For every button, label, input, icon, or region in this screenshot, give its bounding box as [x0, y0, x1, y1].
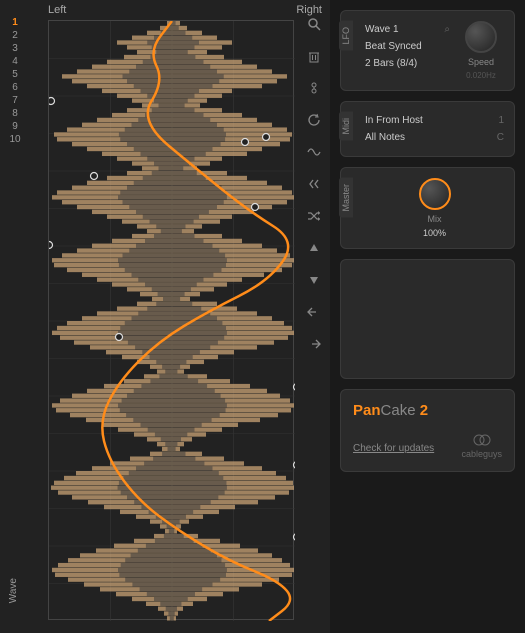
waveform-editor[interactable] — [48, 20, 294, 620]
wave-slot-9[interactable]: 9 — [0, 120, 30, 133]
chevrons-icon[interactable] — [306, 176, 322, 192]
wave-slot-4[interactable]: 4 — [0, 55, 30, 68]
wave-slot-6[interactable]: 6 — [0, 81, 30, 94]
wave-sine-icon[interactable] — [306, 144, 322, 160]
triangle-up-icon[interactable] — [306, 240, 322, 256]
speed-value: 0.020Hz — [458, 71, 504, 80]
curve-node[interactable] — [294, 462, 296, 469]
curve-node[interactable] — [263, 134, 270, 141]
speed-knob[interactable] — [465, 21, 497, 53]
check-updates-link[interactable]: Check for updates — [353, 443, 434, 454]
shuffle-icon[interactable] — [306, 208, 322, 224]
mix-knob[interactable] — [419, 178, 451, 210]
wave-vertical-label: Wave — [8, 578, 19, 603]
mix-label: Mix — [365, 214, 504, 224]
curve-node[interactable] — [294, 384, 296, 391]
wave-slot-10[interactable]: 10 — [0, 133, 30, 146]
search-icon[interactable]: ⌕ — [444, 24, 450, 35]
lfo-wave[interactable]: Wave 1 — [365, 24, 399, 35]
midi-input-val: 1 — [498, 115, 504, 126]
wave-slot-1[interactable]: 1 — [0, 16, 30, 29]
wave-slot-2[interactable]: 2 — [0, 29, 30, 42]
curve-node[interactable] — [116, 334, 123, 341]
curve-node[interactable] — [91, 173, 98, 180]
empty-panel — [340, 259, 515, 379]
midi-notes[interactable]: All Notes — [365, 132, 405, 143]
master-panel: Master Mix 100% — [340, 167, 515, 249]
midi-notes-val: C — [497, 132, 504, 143]
wave-slot-7[interactable]: 7 — [0, 94, 30, 107]
curve-node[interactable] — [252, 204, 259, 211]
mix-value: 100% — [365, 228, 504, 238]
wave-slot-5[interactable]: 5 — [0, 68, 30, 81]
left-label: Left — [48, 4, 66, 16]
wave-slot-3[interactable]: 3 — [0, 42, 30, 55]
lfo-bars[interactable]: 2 Bars (8/4) — [365, 58, 417, 69]
midi-input[interactable]: In From Host — [365, 115, 423, 126]
company-logo: cableguys — [461, 433, 502, 459]
triangle-down-icon[interactable] — [306, 272, 322, 288]
undo-icon[interactable] — [306, 304, 322, 320]
lfo-sync[interactable]: Beat Synced — [365, 41, 422, 52]
trash-icon[interactable] — [306, 48, 322, 64]
curve-node[interactable] — [49, 242, 53, 249]
midi-panel: Midi In From Host 1 All Notes C — [340, 101, 515, 157]
product-name: PanCake 2 — [353, 402, 502, 419]
lfo-panel: LFO Wave 1 ⌕ Beat Synced 2 Bars (8/4) Spe… — [340, 10, 515, 91]
curve-node[interactable] — [49, 98, 55, 105]
midi-tab: Midi — [339, 112, 353, 141]
redo-icon[interactable] — [306, 336, 322, 352]
curve-node[interactable] — [242, 139, 249, 146]
refresh-icon[interactable] — [306, 112, 322, 128]
curve-node[interactable] — [294, 534, 296, 541]
wave-slot-8[interactable]: 8 — [0, 107, 30, 120]
link-icon[interactable] — [306, 80, 322, 96]
lfo-tab: LFO — [339, 21, 353, 51]
zoom-icon[interactable] — [306, 16, 322, 32]
master-tab: Master — [339, 178, 353, 218]
right-label: Right — [296, 4, 322, 16]
speed-label: Speed — [458, 57, 504, 67]
branding-panel: PanCake 2 cableguys Check for updates — [340, 389, 515, 472]
